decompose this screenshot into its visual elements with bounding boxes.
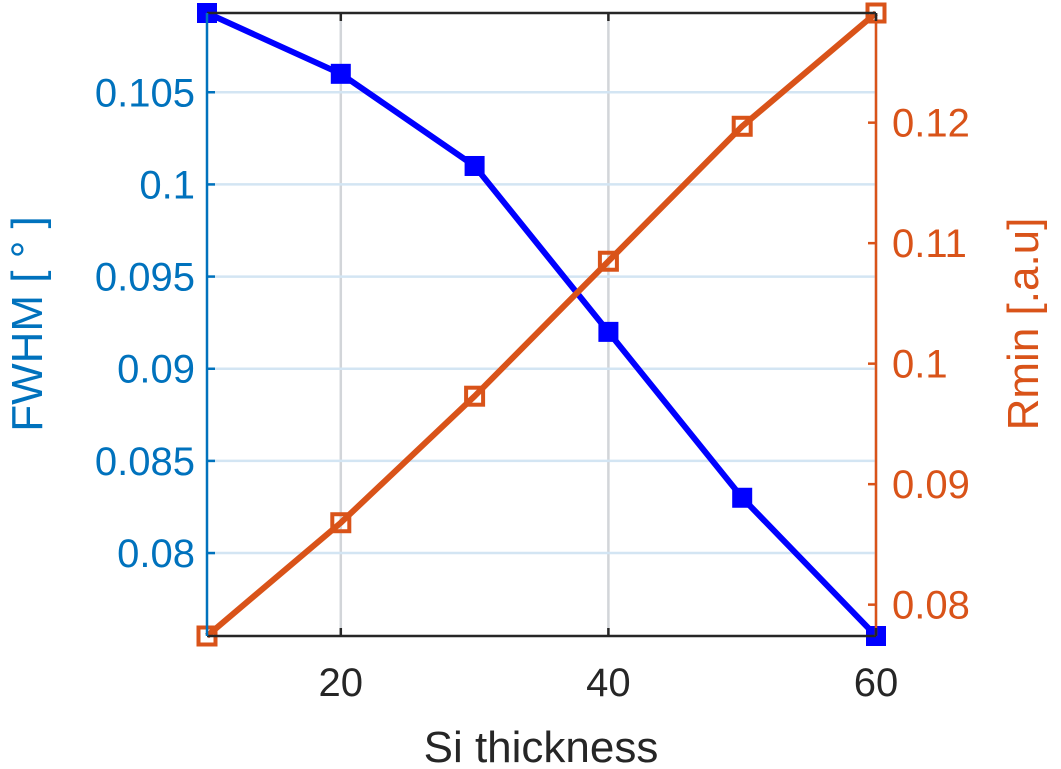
right-tick-label: 0.08 (892, 584, 970, 628)
right-tick-label: 0.12 (892, 102, 970, 146)
series-line-left (205, 10, 879, 639)
left-tick-label: 0.09 (117, 348, 195, 392)
data-point-left (464, 155, 485, 176)
x-tick-label: 60 (854, 661, 899, 705)
data-point-right (330, 512, 352, 534)
left-tick-label: 0.085 (95, 440, 195, 484)
data-point-right (597, 250, 619, 272)
left-tick-label: 0.08 (117, 532, 195, 576)
right-tick-label: 0.1 (892, 343, 948, 387)
left-tick-label: 0.1 (139, 163, 195, 207)
right-y-axis-title: Rmin [.a.u] (999, 218, 1048, 431)
left-y-axis-title: FWHM [ ° ] (3, 216, 52, 432)
data-point-right (464, 385, 486, 407)
labels-layer: Si thickness FWHM [ ° ] Rmin [.a.u] (3, 216, 1048, 769)
x-tick-label: 40 (586, 661, 631, 705)
data-point-right (731, 115, 753, 137)
x-axis-title: Si thickness (424, 723, 659, 769)
right-tick-label: 0.11 (892, 222, 967, 266)
x-tick-label: 20 (319, 661, 364, 705)
series-line-right (205, 10, 878, 639)
data-point-left (330, 63, 351, 84)
axes-layer: 20 40 60 0.08 0.085 0.09 0.095 0.1 0.105 0.08 0.09… (95, 11, 970, 705)
data-point-left (598, 321, 619, 342)
data-point-left (732, 487, 753, 508)
series-layer (196, 2, 887, 647)
left-tick-label: 0.095 (95, 256, 195, 300)
right-tick-label: 0.09 (892, 463, 970, 507)
left-tick-label: 0.105 (95, 71, 195, 115)
